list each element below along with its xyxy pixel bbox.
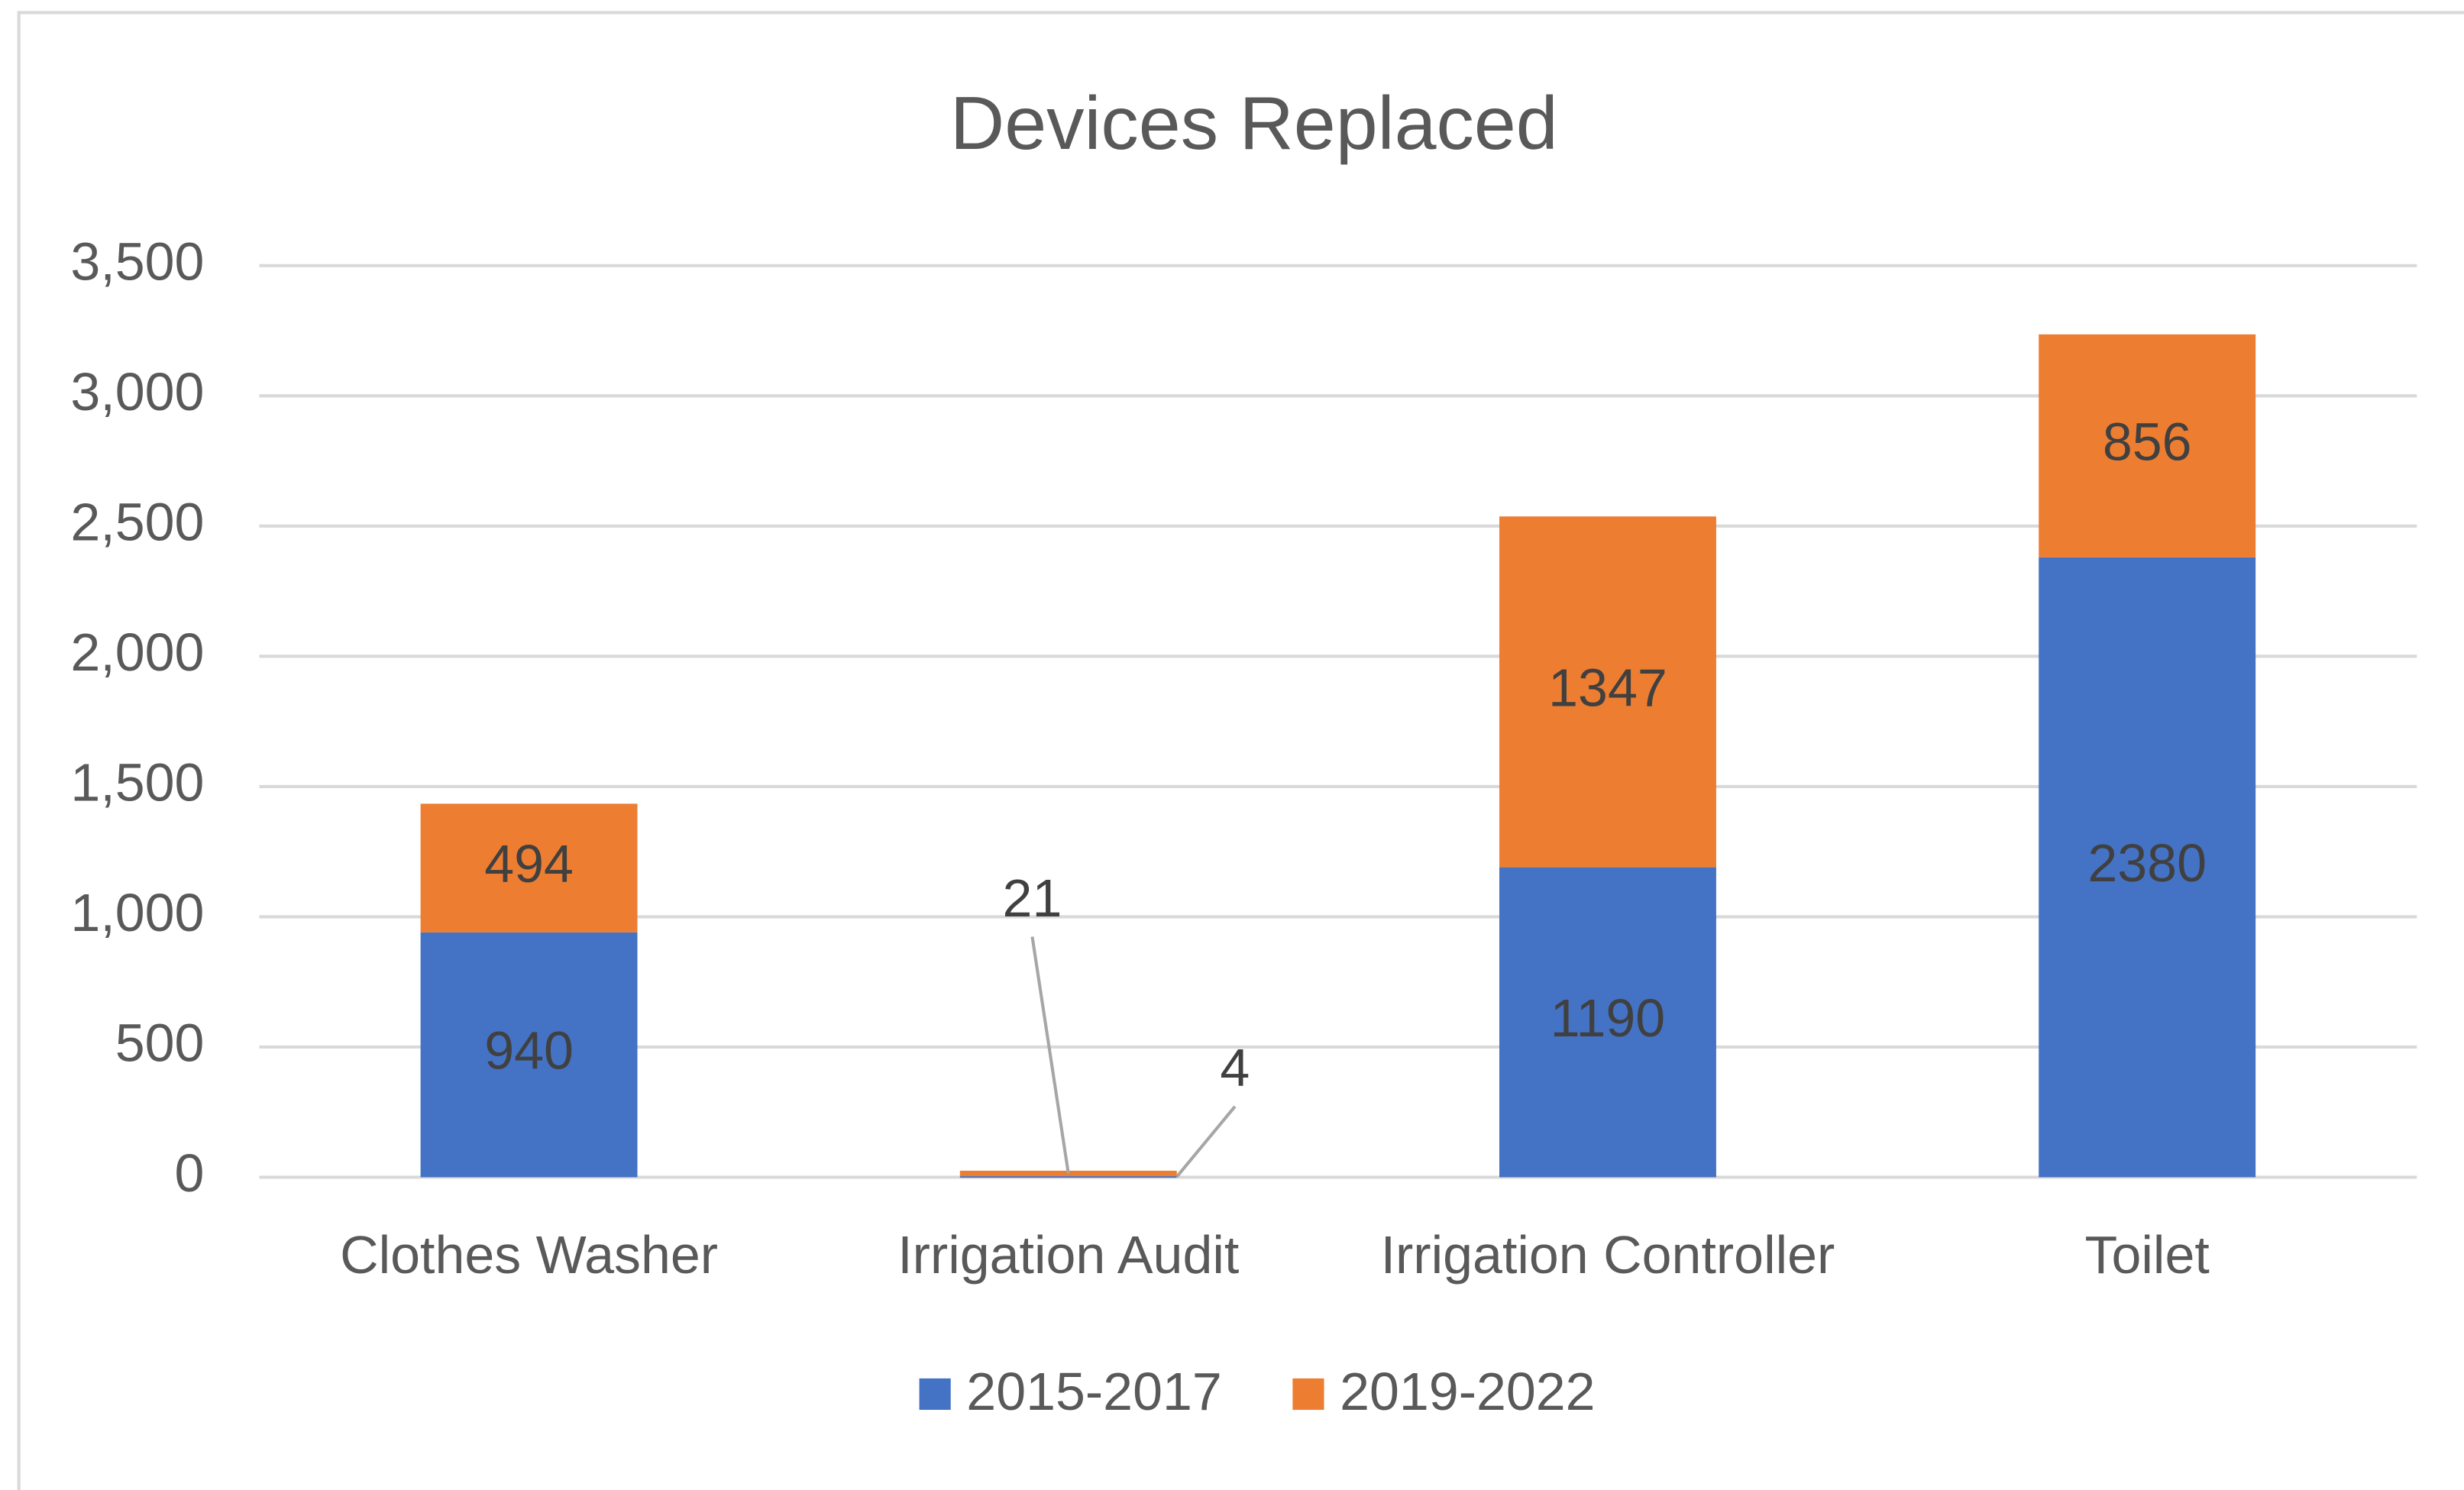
data-label: 1190 [1551,988,1665,1048]
data-label: 856 [2103,412,2192,471]
x-tick-label: Irrigation Audit [897,1225,1239,1285]
y-tick-label: 500 [115,1013,205,1072]
y-tick-label: 1,500 [70,752,204,812]
x-tick-label: Irrigation Controller [1381,1225,1835,1285]
data-label: 2380 [2087,833,2207,893]
legend-label: 2015-2017 [966,1362,1221,1421]
data-label: 494 [484,834,574,894]
leader-line [1030,936,1070,1174]
leader-line [1175,1105,1237,1178]
bar-segment [1499,867,1716,1178]
x-tick-label: Toilet [2085,1225,2210,1285]
legend-swatch [1292,1378,1324,1411]
bar-segment [959,1176,1177,1178]
x-tick-label: Clothes Washer [340,1225,718,1285]
y-tick-label: 3,000 [70,362,204,422]
y-tick-label: 2,000 [70,622,204,682]
bar-segment [2039,334,2256,558]
legend-label: 2019-2022 [1340,1362,1595,1421]
y-tick-label: 2,500 [70,492,204,551]
bar-segment [2039,557,2256,1178]
bar-segment [420,803,638,932]
data-label: 940 [484,1021,574,1081]
y-tick-label: 3,500 [70,231,204,291]
y-tick-label: 0 [175,1143,205,1203]
bar-segment [420,932,638,1178]
bar-segment [1499,516,1716,868]
data-label: 21 [1003,868,1062,928]
legend-swatch [919,1378,951,1411]
data-label: 4 [1220,1038,1250,1097]
chart-title: Devices Replaced [950,81,1558,165]
data-label: 1347 [1548,658,1667,717]
y-tick-label: 1,000 [70,883,204,942]
